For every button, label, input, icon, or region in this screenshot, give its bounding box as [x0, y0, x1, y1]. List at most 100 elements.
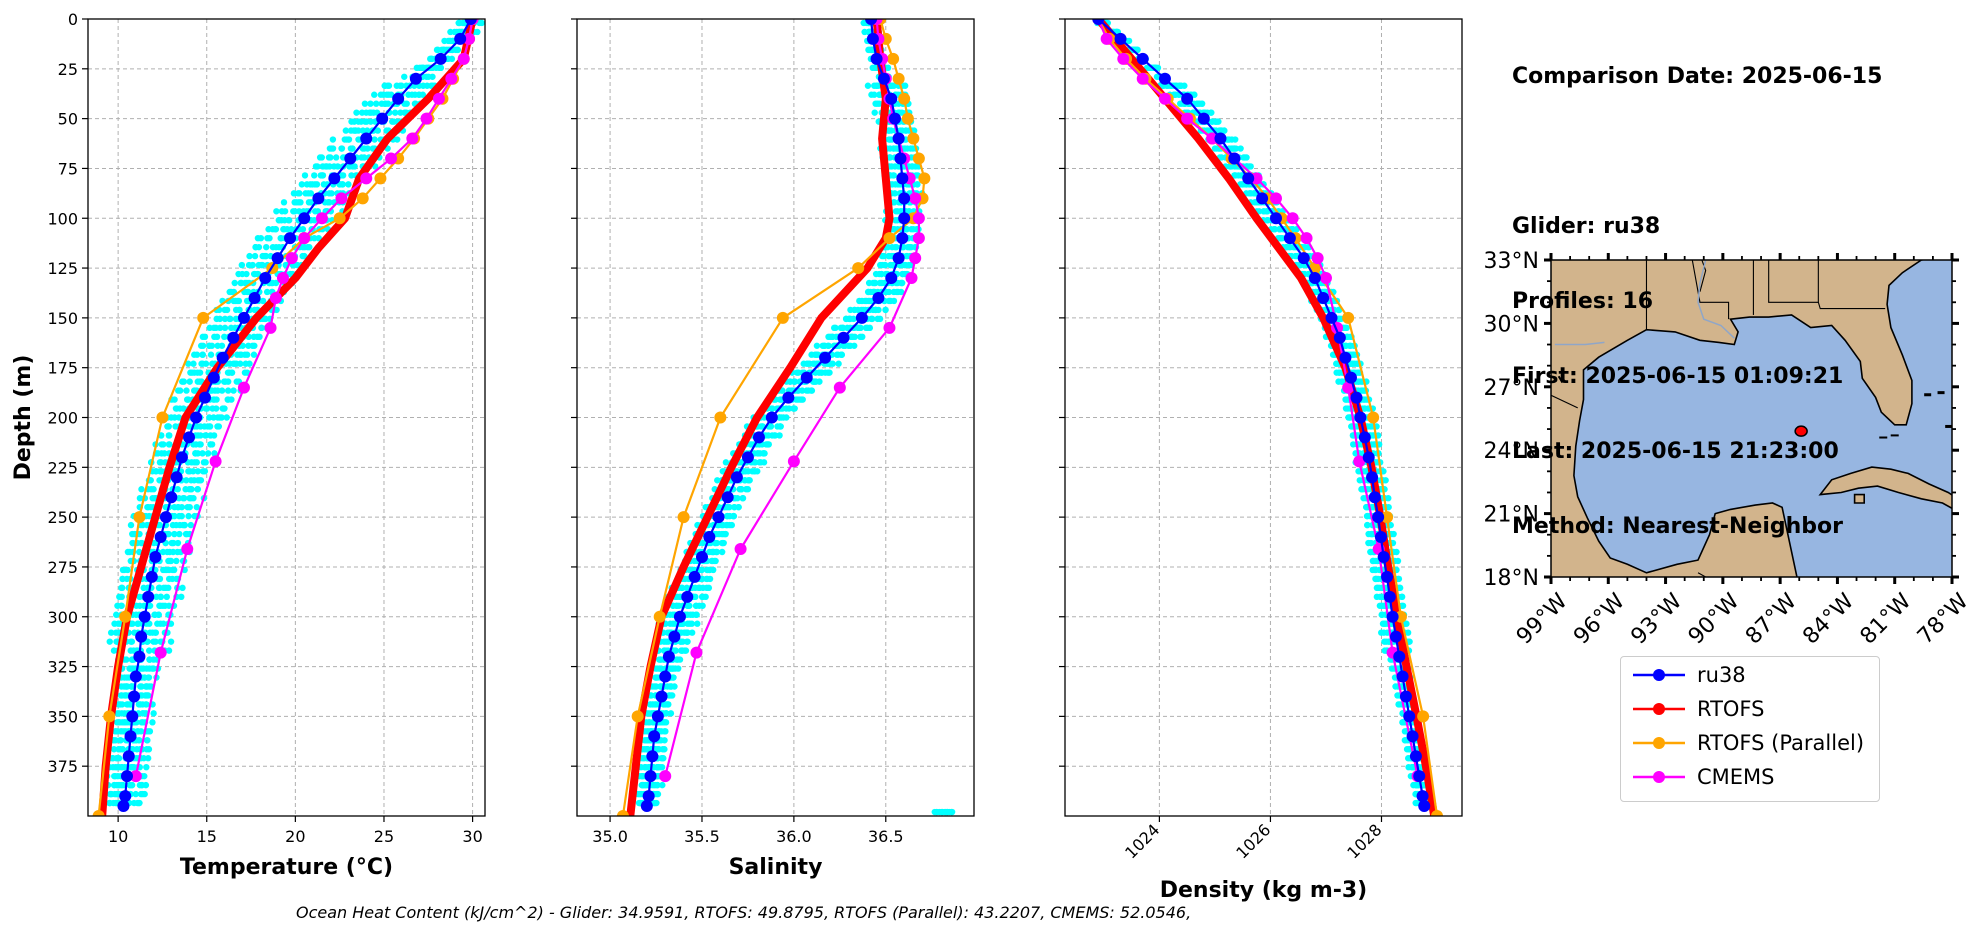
series-point-ru38: [1136, 52, 1149, 65]
glider-cast-point: [134, 620, 141, 627]
glider-cast-point: [141, 790, 148, 798]
series-point-ru38: [454, 32, 467, 45]
glider-cast-point: [881, 261, 889, 269]
map-lon-label: 96°W: [1569, 589, 1630, 650]
glider-cast-point: [30, 809, 36, 815]
series-point-ru38: [1339, 351, 1352, 364]
series-point-rtofs-parallel-: [133, 511, 146, 524]
glider-cast-point: [179, 584, 186, 592]
glider-cast-point: [1232, 136, 1239, 143]
glider-cast-point: [318, 154, 326, 161]
series-point-ru38: [1283, 232, 1296, 245]
series-point-ru38: [1403, 710, 1416, 723]
glider-cast-point: [914, 181, 921, 188]
map-lon-label: 99°W: [1512, 589, 1573, 650]
bahamas-islet: [1953, 444, 1960, 447]
glider-cast-point: [334, 163, 341, 170]
series-point-cmems: [1100, 32, 1113, 45]
glider-cast-point: [813, 342, 821, 349]
glider-cast-point: [176, 530, 183, 538]
glider-cast-point: [188, 369, 196, 376]
glider-cast-point: [143, 701, 150, 708]
glider-cast-point: [196, 477, 203, 484]
glider-cast-point: [730, 512, 737, 520]
series-point-ru38: [648, 730, 661, 743]
glider-cast-point: [157, 593, 165, 601]
glider-cast-point: [214, 387, 221, 394]
glider-cast-point: [829, 360, 836, 367]
glider-cast-point: [216, 324, 224, 332]
glider-cast-point: [767, 423, 775, 430]
series-point-ru38: [298, 212, 311, 225]
glider-cast-point: [166, 432, 173, 439]
series-point-cmems: [463, 32, 476, 45]
map-lon-label: 84°W: [1798, 589, 1859, 650]
glider-cast-point: [124, 548, 132, 556]
series-point-ru38: [1242, 172, 1255, 185]
series-point-rtofs-parallel-: [356, 192, 369, 205]
glider-cast-point: [355, 127, 362, 134]
series-point-cmems: [1117, 52, 1130, 65]
plot-area-density: [1092, 19, 1444, 816]
series-point-rtofs-parallel-: [1417, 710, 1430, 723]
series-point-cmems: [445, 72, 458, 85]
series-point-ru38: [1197, 112, 1210, 125]
glider-cast-point: [887, 127, 895, 134]
glider-cast-point: [311, 208, 319, 215]
glider-cast-point: [183, 387, 190, 394]
map-lon-label: 78°W: [1913, 589, 1974, 650]
glider-cast-point: [150, 486, 157, 493]
series-point-cmems: [1206, 132, 1219, 145]
glider-cast-point: [242, 360, 249, 367]
glider-cast-point: [351, 163, 358, 170]
series-point-ru38: [248, 291, 261, 304]
glider-cast-point: [265, 226, 272, 233]
series-point-ru38: [892, 252, 905, 265]
glider-cast-point: [117, 737, 124, 744]
series-point-ru38: [1158, 72, 1171, 85]
glider-cast-point: [307, 190, 315, 197]
glider-cast-point: [372, 100, 380, 107]
glider-cast-point: [311, 217, 318, 224]
glider-cast-point: [859, 333, 866, 341]
glider-name: Glider: ru38: [1512, 214, 1661, 239]
glider-cast-point: [349, 145, 356, 152]
series-point-rtofs-parallel-: [103, 710, 116, 723]
x-tick-label: 35.0: [592, 827, 628, 846]
glider-cast-point: [194, 486, 201, 493]
map-lat-label: 21°N: [1484, 503, 1539, 528]
glider-cast-point: [221, 333, 228, 341]
series-point-ru38: [142, 590, 155, 603]
glider-cast-point: [889, 181, 896, 188]
x-tick-label: 25: [374, 827, 394, 846]
series-point-cmems: [360, 172, 373, 185]
series-point-ru38: [135, 630, 148, 643]
x-tick-label: 36.5: [868, 827, 904, 846]
glider-cast-point: [474, 28, 481, 36]
glider-cast-point: [156, 468, 164, 475]
glider-cast-point: [385, 82, 393, 89]
map-frame: [1550, 259, 1953, 578]
glider-cast-point: [122, 692, 130, 699]
y-axis-label: Depth (m): [11, 355, 36, 481]
plot-area-temperature: [30, 19, 485, 816]
glider-cast-point: [1406, 638, 1413, 645]
series-point-ru38: [216, 351, 229, 364]
series-point-ru38: [409, 72, 422, 85]
glider-cast-point: [132, 790, 139, 798]
glider-cast-point: [339, 181, 346, 188]
glider-cast-point: [890, 199, 898, 206]
glider-cast-point: [688, 629, 696, 636]
glider-cast-point: [832, 324, 839, 332]
series-point-cmems: [457, 52, 470, 65]
glider-cast-point: [118, 701, 126, 708]
series-point-cmems: [432, 92, 445, 105]
glider-cast-point: [873, 82, 880, 89]
glider-cast-point: [173, 557, 180, 565]
glider-cast-point: [382, 100, 389, 107]
legend-label: ru38: [1697, 663, 1746, 687]
glider-cast-point: [143, 665, 150, 672]
glider-cast-point: [193, 351, 201, 358]
series-point-ru38: [1393, 650, 1406, 663]
